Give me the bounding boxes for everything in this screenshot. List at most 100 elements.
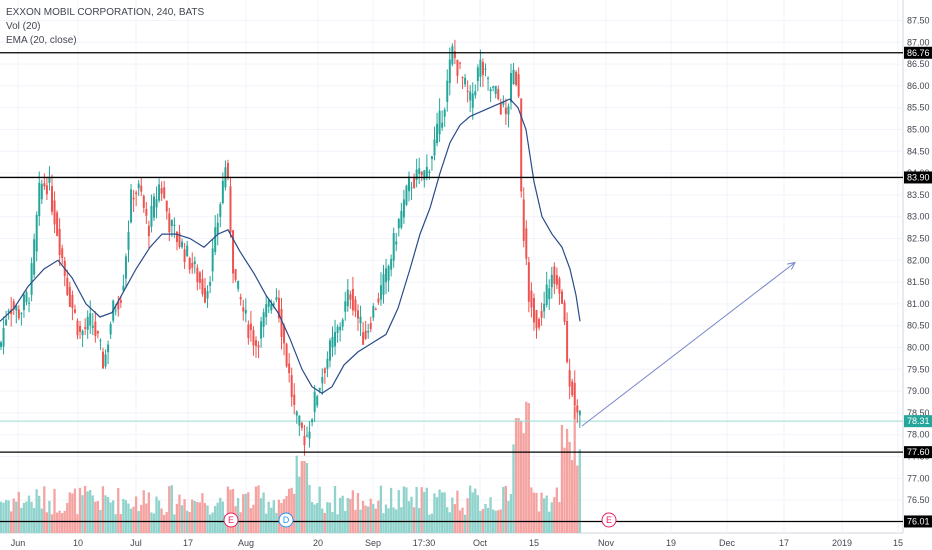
volume-bar <box>576 465 579 533</box>
candle-body <box>183 249 186 263</box>
candle-body <box>512 69 515 84</box>
date-tick-label: Aug <box>238 538 254 548</box>
volume-bar <box>303 460 306 533</box>
candle-body <box>277 297 280 319</box>
volume-bar <box>530 487 533 533</box>
ema-indicator-label[interactable]: EMA (20, close) <box>6 35 77 46</box>
candle-body <box>489 89 492 92</box>
price-tick-label: 77.00 <box>907 473 930 483</box>
volume-bar <box>509 494 513 533</box>
volume-bar <box>114 514 117 533</box>
candle-body <box>430 156 433 160</box>
date-tick-label: 10 <box>73 538 83 548</box>
candle-body <box>272 303 275 305</box>
candle-body <box>252 330 255 346</box>
candle-body <box>326 358 329 369</box>
volume-bar <box>486 507 490 533</box>
candle-body <box>392 233 395 261</box>
date-tick-label: 20 <box>313 538 323 548</box>
volume-bar <box>259 498 263 533</box>
candle-body <box>145 208 148 216</box>
candle-body <box>76 320 79 336</box>
volume-bar <box>48 500 51 533</box>
grid <box>0 0 903 533</box>
candle-body <box>48 177 51 183</box>
candle-body <box>237 280 240 289</box>
volume-bar <box>520 420 523 533</box>
candle-body <box>367 331 370 333</box>
projection-arrow[interactable] <box>581 261 796 427</box>
candle-body <box>474 91 477 96</box>
candle-body <box>540 311 543 318</box>
volume-bar <box>558 502 561 533</box>
date-tick-label: 15 <box>529 538 539 548</box>
volume-bar <box>15 501 18 533</box>
candle-body <box>109 323 112 335</box>
volume-bar <box>287 488 291 533</box>
candle-body <box>5 319 8 326</box>
price-tick-label: 87.00 <box>907 37 930 47</box>
volume-bar <box>191 499 194 533</box>
candle-body <box>0 342 2 347</box>
price-tick-label: 86.00 <box>907 81 930 91</box>
candle-body <box>140 185 143 192</box>
candle-body <box>451 46 454 65</box>
volume-bar <box>550 502 553 533</box>
volume-bar <box>91 495 94 533</box>
volume-indicator-label[interactable]: Vol (20) <box>6 21 41 32</box>
horizontal-levels[interactable] <box>0 52 903 523</box>
volume-bar <box>298 476 301 533</box>
volume-bar <box>341 495 344 533</box>
price-tick-label: 87.50 <box>907 16 930 26</box>
candle-body <box>204 287 206 303</box>
candle-body <box>28 302 31 304</box>
volume-bar <box>201 493 204 533</box>
volume-bar <box>387 508 390 533</box>
candle-body <box>334 332 337 347</box>
candle-body <box>229 186 232 233</box>
volume-bar <box>277 499 281 533</box>
symbol-title[interactable]: EXXON MOBIL CORPORATION, 240, BATS <box>6 7 205 18</box>
candle-body <box>178 232 181 247</box>
price-axis[interactable]: 87.5087.0086.5086.0085.5085.0084.5084.00… <box>907 16 930 506</box>
date-tick-label: Oct <box>473 538 488 548</box>
candle-body <box>130 189 133 223</box>
candle-body <box>359 316 362 324</box>
date-tick-label: 15 <box>893 538 903 548</box>
volume-bar <box>461 507 464 533</box>
candle-body <box>168 213 171 233</box>
volume-bar <box>438 489 441 533</box>
candle-body <box>515 71 518 85</box>
volume-bar <box>323 512 326 533</box>
candle-body <box>543 303 546 312</box>
date-axis[interactable]: Jun 10 Jul 17 Aug 20 Sep 17:30 Oct 15 Nov 19 Dec 17 20… <box>11 538 903 548</box>
volume-bar <box>175 503 179 533</box>
price-tick-label: 84.50 <box>907 146 930 156</box>
volume-bar <box>168 486 171 533</box>
candle-body <box>81 330 84 336</box>
candle-body <box>209 281 212 286</box>
candle-body <box>487 78 490 80</box>
volume-bar <box>27 495 31 533</box>
volume-bar <box>338 497 342 533</box>
candle-body <box>25 292 28 303</box>
candle-body <box>40 183 43 200</box>
candle-body <box>448 59 451 83</box>
candle-body <box>469 91 472 101</box>
candle-body <box>262 312 265 327</box>
candle-body <box>573 382 576 406</box>
candle-body <box>456 59 459 76</box>
volume-bar <box>545 495 548 533</box>
level-label: 83.90 <box>907 172 930 182</box>
volume-bar <box>4 500 8 533</box>
date-tick-label: 17 <box>779 538 789 548</box>
candle-body <box>504 107 507 115</box>
candle-body <box>331 336 334 348</box>
candle-body <box>344 301 347 312</box>
candle-body <box>181 241 184 248</box>
volume-bar <box>356 492 360 533</box>
volume-bar <box>560 424 564 533</box>
volume-bar <box>96 500 99 533</box>
